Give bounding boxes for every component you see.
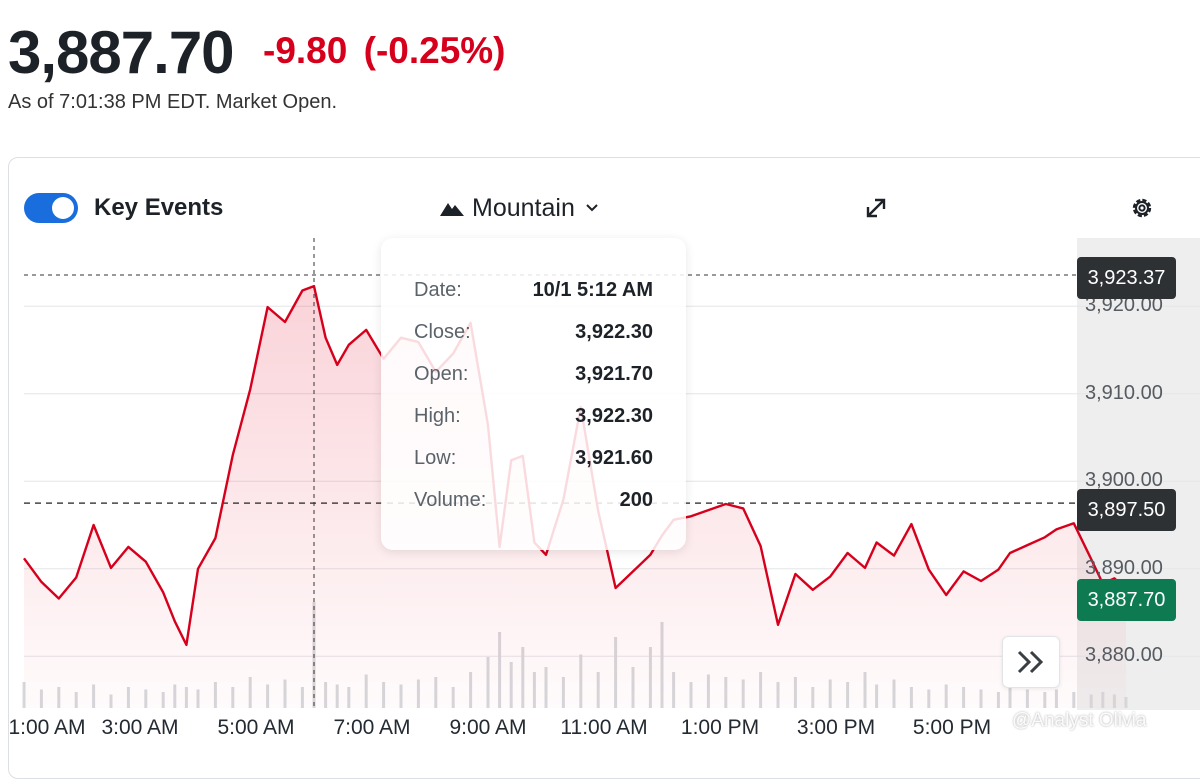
tooltip-row: Date: 10/1 5:12 AM xyxy=(414,275,653,305)
tooltip-key: Open: xyxy=(414,362,469,385)
x-tick-label: 1:00 PM xyxy=(680,716,760,739)
fullscreen-button[interactable] xyxy=(862,194,890,222)
x-tick-label: 9:00 AM xyxy=(449,716,527,739)
last-price-tag: 3,887.70 xyxy=(1077,579,1176,621)
tooltip-key: Low: xyxy=(414,446,457,469)
double-chevron-right-icon xyxy=(1017,650,1044,674)
tooltip-key: High: xyxy=(414,404,461,427)
settings-button[interactable] xyxy=(1128,194,1156,222)
tooltip-value: 3,922.30 xyxy=(575,404,653,427)
chart-type-dropdown[interactable]: Mountain xyxy=(440,192,601,224)
gear-icon xyxy=(1132,198,1152,218)
tooltip-key: Date: xyxy=(414,278,462,301)
price-value: 3,887.70 xyxy=(8,19,235,86)
chart-type-label: Mountain xyxy=(472,193,575,222)
tooltip-value: 3,921.70 xyxy=(575,362,653,385)
x-tick-label: 5:00 PM xyxy=(912,716,992,739)
watermark: @Analyst Olivia xyxy=(1012,710,1147,731)
tooltip-value: 200 xyxy=(619,488,653,511)
toggle-knob xyxy=(52,197,74,219)
previous-close-tag: 3,897.50 xyxy=(1077,489,1176,531)
scroll-to-latest-button[interactable] xyxy=(1002,636,1060,688)
mountain-icon xyxy=(440,203,464,216)
expand-icon xyxy=(866,198,886,218)
x-tick-label: 7:00 AM xyxy=(333,716,411,739)
tooltip-row: Open: 3,921.70 xyxy=(414,359,653,389)
tooltip-value: 3,921.60 xyxy=(575,446,653,469)
tooltip-row: High: 3,922.30 xyxy=(414,401,653,431)
y-tick-label: 3,920.00 xyxy=(1085,294,1163,317)
price-change: -9.80 (-0.25%) xyxy=(263,30,506,72)
y-tick-label: 3,900.00 xyxy=(1085,469,1163,492)
tooltip-key: Volume: xyxy=(414,488,487,511)
tooltip-value: 10/1 5:12 AM xyxy=(532,278,653,301)
x-tick-label: 11:00 AM xyxy=(560,716,648,739)
tooltip-row: Volume: 200 xyxy=(414,485,653,515)
tooltip-row: Close: 3,922.30 xyxy=(414,317,653,347)
data-tooltip: Date: 10/1 5:12 AM Close: 3,922.30 Open: 3,92… xyxy=(381,238,686,550)
change-amount: -9.80 xyxy=(263,30,348,71)
tooltip-key: Close: xyxy=(414,320,471,343)
y-tick-label: 3,890.00 xyxy=(1085,556,1163,579)
y-tick-label: 3,910.00 xyxy=(1085,381,1163,404)
x-tick-label: 3:00 AM xyxy=(101,716,179,739)
key-events-label: Key Events xyxy=(94,194,224,221)
hover-price-tag: 3,923.37 xyxy=(1077,257,1176,299)
x-tick-label: 3:00 PM xyxy=(796,716,876,739)
y-tick-label: 3,880.00 xyxy=(1085,644,1163,667)
chevron-down-icon xyxy=(586,204,598,212)
x-tick-label: 5:00 AM xyxy=(217,716,295,739)
x-tick-label: 1:00 AM xyxy=(8,716,86,739)
change-percent: (-0.25%) xyxy=(363,30,506,71)
market-status: As of 7:01:38 PM EDT. Market Open. xyxy=(8,91,338,113)
tooltip-value: 3,922.30 xyxy=(575,320,653,343)
tooltip-row: Low: 3,921.60 xyxy=(414,443,653,473)
key-events-toggle[interactable] xyxy=(24,193,78,223)
